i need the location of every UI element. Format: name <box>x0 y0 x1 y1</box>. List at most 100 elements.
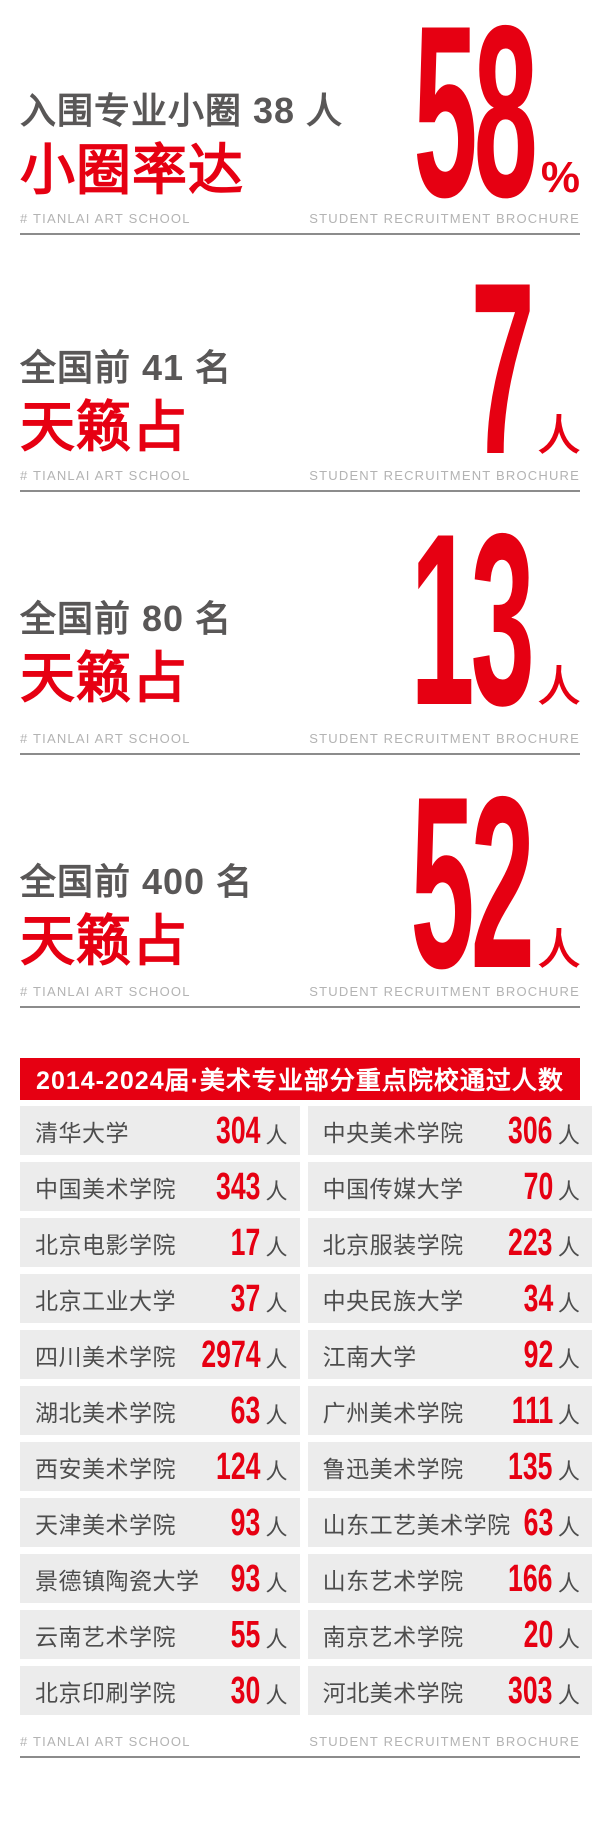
pass-table-title: 2014-2024届·美术专业部分重点院校通过人数 <box>20 1058 580 1100</box>
pass-count: 306 <box>508 1109 553 1152</box>
footer-right-label: STUDENT RECRUITMENT BROCHURE <box>309 1734 580 1749</box>
pass-count: 343 <box>216 1165 261 1208</box>
table-row: 北京工业大学 37 人 <box>20 1274 300 1323</box>
count-unit: 人 <box>557 1402 580 1428</box>
big-number: 52 <box>410 795 533 971</box>
count-unit: 人 <box>265 1234 288 1260</box>
table-row: 中央美术学院 306 人 <box>307 1106 592 1155</box>
school-name: 中国传媒大学 <box>322 1175 464 1202</box>
stat-title: 天籁占 <box>20 646 189 709</box>
count-unit: 人 <box>557 1682 580 1708</box>
pass-count-value: 111 人 <box>494 1392 580 1430</box>
table-row: 广州美术学院 111 人 <box>307 1386 592 1435</box>
pass-count-value: 63 人 <box>218 1392 288 1430</box>
table-row: 西安美术学院 124 人 <box>20 1442 300 1491</box>
count-unit: 人 <box>265 1122 288 1148</box>
stat-text-block: 全国前 80 名 天籁占 <box>20 598 232 708</box>
count-unit: 人 <box>557 1626 580 1652</box>
stat-subtitle: 入围专业小圈 38 人 <box>20 90 344 132</box>
footer-strip: # TIANLAI ART SCHOOL STUDENT RECRUITMENT… <box>20 1735 580 1758</box>
school-name: 北京工业大学 <box>35 1287 176 1314</box>
school-name: 南京艺术学院 <box>322 1623 464 1650</box>
pass-count: 304 <box>216 1109 261 1152</box>
table-row: 中国传媒大学 70 人 <box>307 1162 592 1211</box>
pass-count: 124 <box>216 1445 261 1488</box>
pass-count: 37 <box>230 1277 261 1320</box>
table-row: 北京服装学院 223 人 <box>307 1218 592 1267</box>
stat-number-block: 52 人 <box>403 795 580 971</box>
count-unit: 人 <box>265 1458 288 1484</box>
footer-left-label: # TIANLAI ART SCHOOL <box>20 984 191 999</box>
school-name: 北京印刷学院 <box>35 1679 176 1706</box>
pass-count-value: 63 人 <box>511 1504 580 1542</box>
pass-count: 55 <box>230 1613 261 1656</box>
count-unit: 人 <box>265 1346 288 1372</box>
pass-count-value: 30 人 <box>218 1672 288 1710</box>
table-row: 鲁迅美术学院 135 人 <box>307 1442 592 1491</box>
big-number: 58 <box>413 24 536 200</box>
stat-title: 小圈率达 <box>20 138 245 201</box>
pass-count-value: 223 人 <box>489 1224 579 1262</box>
table-row: 四川美术学院 2974 人 <box>20 1330 300 1379</box>
pass-count: 223 <box>508 1221 553 1264</box>
pass-count-value: 166 人 <box>489 1560 579 1598</box>
school-name: 山东工艺美术学院 <box>322 1511 511 1538</box>
pass-count: 166 <box>508 1557 553 1600</box>
school-name: 四川美术学院 <box>35 1343 176 1370</box>
count-unit: 人 <box>557 1122 580 1148</box>
count-unit: 人 <box>265 1514 288 1540</box>
big-number-unit: % <box>540 153 580 202</box>
school-name: 北京电影学院 <box>35 1231 176 1258</box>
pass-count-value: 2974 人 <box>176 1336 288 1374</box>
school-name: 湖北美术学院 <box>35 1399 176 1426</box>
school-name: 鲁迅美术学院 <box>322 1455 464 1482</box>
count-unit: 人 <box>557 1234 580 1260</box>
big-number-unit: 人 <box>537 412 580 459</box>
school-name: 天津美术学院 <box>35 1511 176 1538</box>
pass-count-value: 37 人 <box>218 1277 288 1320</box>
pass-count-value: 135 人 <box>489 1448 579 1486</box>
table-row: 景德镇陶瓷大学 93 人 <box>20 1554 300 1603</box>
footer-strip: # TIANLAI ART SCHOOL STUDENT RECRUITMENT… <box>20 212 580 235</box>
count-unit: 人 <box>265 1570 288 1596</box>
stat-section-top80: 全国前 80 名 天籁占 13 人 <box>0 532 600 708</box>
pass-count: 20 <box>523 1613 553 1656</box>
count-unit: 人 <box>557 1290 580 1316</box>
table-row: 北京电影学院 17 人 <box>20 1218 300 1267</box>
big-number-text: 13 <box>410 532 531 708</box>
pass-count-value: 124 人 <box>197 1448 287 1486</box>
table-row: 湖北美术学院 63 人 <box>20 1386 300 1435</box>
stat-subtitle: 全国前 80 名 <box>20 598 233 640</box>
big-number: 13 <box>410 532 533 708</box>
table-row: 云南艺术学院 55 人 <box>20 1610 300 1659</box>
school-name: 广州美术学院 <box>322 1399 464 1426</box>
pass-count: 70 <box>523 1165 553 1208</box>
table-row: 河北美术学院 303 人 <box>307 1666 592 1715</box>
school-name: 河北美术学院 <box>322 1679 464 1706</box>
big-number-text: 52 <box>410 795 531 971</box>
pass-count: 63 <box>523 1501 553 1544</box>
count-unit: 人 <box>265 1178 288 1204</box>
school-name: 中央美术学院 <box>322 1119 464 1146</box>
pass-count-value: 34 人 <box>511 1280 580 1318</box>
table-row: 山东艺术学院 166 人 <box>307 1554 592 1603</box>
big-number-text: 7 <box>471 281 531 457</box>
stat-subtitle: 全国前 400 名 <box>20 861 254 903</box>
pass-count: 303 <box>508 1669 553 1712</box>
count-unit: 人 <box>557 1570 580 1596</box>
footer-left-label: # TIANLAI ART SCHOOL <box>20 468 191 483</box>
footer-right-label: STUDENT RECRUITMENT BROCHURE <box>309 468 580 483</box>
table-row: 南京艺术学院 20 人 <box>307 1610 592 1659</box>
table-row: 北京印刷学院 30 人 <box>20 1666 300 1715</box>
count-unit: 人 <box>265 1682 288 1708</box>
footer-strip: # TIANLAI ART SCHOOL STUDENT RECRUITMENT… <box>20 732 580 755</box>
stat-text-block: 全国前 400 名 天籁占 <box>20 861 253 971</box>
big-number: 7 <box>471 281 533 457</box>
pass-count-value: 303 人 <box>489 1672 579 1710</box>
top-spacer <box>0 0 600 24</box>
pass-count-value: 343 人 <box>197 1168 287 1206</box>
pass-count-value: 92 人 <box>511 1336 580 1374</box>
school-name: 清华大学 <box>35 1119 129 1146</box>
big-number-unit: 人 <box>537 663 580 710</box>
